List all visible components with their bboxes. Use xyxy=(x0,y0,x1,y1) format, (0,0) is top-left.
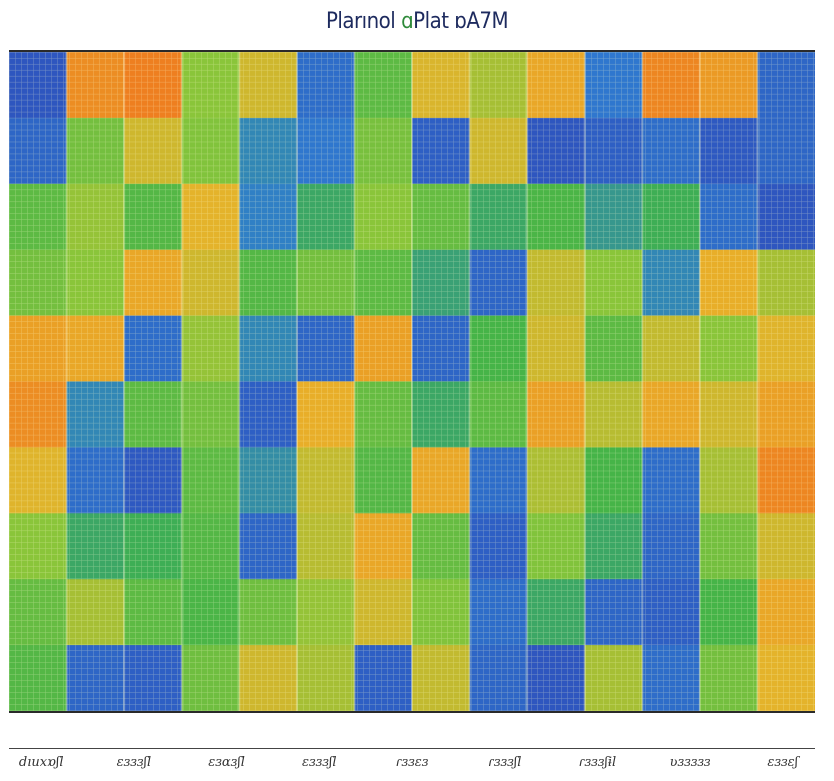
x-tick-label: ɾɜɜɜʃɨl xyxy=(578,755,617,770)
x-tick-label: ɛɜɑɜʃl xyxy=(208,755,245,770)
x-tick-label: ɾɜɜɜʃl xyxy=(487,755,522,770)
heatmap-svg xyxy=(9,52,815,711)
x-tick-label: ɛɜɜɜʃl xyxy=(116,755,152,770)
x-tick-label: ʋɜɜɜɜɜ xyxy=(669,755,711,770)
x-tick-label: dıuxɒʃl xyxy=(18,755,64,770)
chart-title-pre: Plarınol xyxy=(325,9,402,34)
heatmap-plot-area xyxy=(9,50,815,713)
x-axis: dıuxɒʃl ɛɜɜɜʃl ɛɜɑɜʃl ɛɜɜɜʃl ɾɜɜɛɜ ɾɜɜɜʃl ɾɜɜɜ… xyxy=(9,748,815,777)
x-tick-label: ɾɜɜɛɜ xyxy=(395,755,429,770)
x-tick-label: ɛɜɜɛʃ xyxy=(767,755,799,770)
grid-overlay xyxy=(9,52,815,711)
x-tick-label: ɛɜɜɜʃl xyxy=(302,755,337,770)
title-bar: Plarınol ɑPlat ɒA7Ⅿ xyxy=(0,0,834,44)
chart-title-post: Plat ɒA7Ⅿ xyxy=(413,9,509,34)
chart-title: Plarınol ɑPlat ɒA7Ⅿ xyxy=(0,9,834,34)
chart-title-accent: ɑ xyxy=(401,9,414,34)
